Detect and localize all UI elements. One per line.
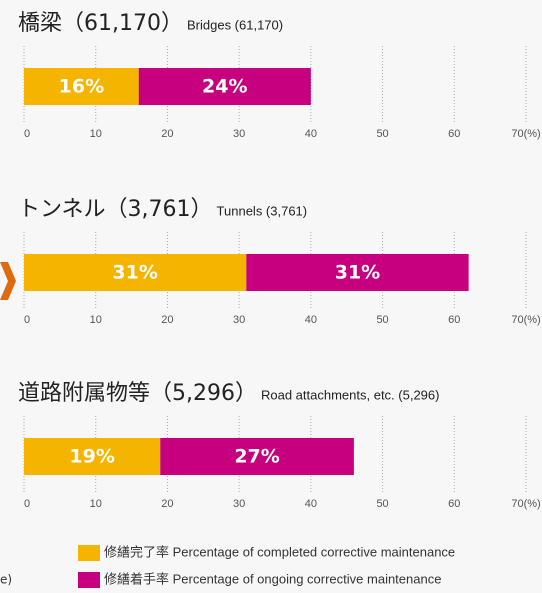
x-tick-label: 30: [233, 498, 245, 510]
value-label: 24%: [202, 76, 247, 98]
bar-segment: [24, 68, 139, 105]
chart-subtitle: Bridges (61,170): [187, 17, 283, 32]
x-tick-label: 30: [233, 314, 245, 326]
value-label: 31%: [112, 262, 157, 284]
bar-segment: [160, 438, 354, 475]
bar-segment: [24, 254, 247, 291]
x-tick-label: 10: [90, 498, 102, 510]
x-tick-label: 50: [376, 314, 388, 326]
x-tick-label: 60: [448, 498, 460, 510]
x-tick-label: 60: [448, 128, 460, 140]
chart-title: 橋梁（61,170）: [18, 11, 183, 36]
bar-segment: [246, 254, 469, 291]
legend-label: 修繕完了率 Percentage of completed corrective…: [104, 544, 455, 559]
x-tick-label: 40: [305, 314, 317, 326]
bar-segment: [138, 68, 311, 105]
x-tick-label: 40: [305, 498, 317, 510]
chart-subtitle: Road attachments, etc. (5,296): [261, 387, 439, 402]
x-tick-label: 20: [161, 128, 173, 140]
arrow-marker: [0, 262, 16, 300]
legend-swatch: [78, 572, 100, 588]
value-label: 27%: [234, 446, 279, 468]
x-tick-label: 60: [448, 314, 460, 326]
legend-swatch: [78, 545, 100, 561]
x-tick-label: 20: [161, 498, 173, 510]
x-tick-label: 10: [90, 128, 102, 140]
value-label: 19%: [69, 446, 114, 468]
x-tick-label: 50: [376, 128, 388, 140]
x-tick-label: 70(%): [511, 498, 540, 510]
legend-label: 修繕着手率 Percentage of ongoing corrective m…: [104, 571, 441, 586]
bar-segment: [24, 438, 161, 475]
side-note: e): [0, 573, 12, 587]
chart-title: トンネル（3,761）: [18, 197, 213, 222]
chart-subtitle: Tunnels (3,761): [217, 203, 308, 218]
x-tick-label: 0: [24, 314, 30, 326]
value-label: 16%: [59, 76, 104, 98]
x-tick-label: 0: [24, 498, 30, 510]
x-tick-label: 40: [305, 128, 317, 140]
chart-title: 道路附属物等（5,296）: [18, 381, 257, 406]
x-tick-label: 70(%): [511, 128, 540, 140]
x-tick-label: 70(%): [511, 314, 540, 326]
x-tick-label: 50: [376, 498, 388, 510]
x-tick-label: 0: [24, 128, 30, 140]
x-tick-label: 30: [233, 128, 245, 140]
x-tick-label: 10: [90, 314, 102, 326]
value-label: 31%: [335, 262, 380, 284]
x-tick-label: 20: [161, 314, 173, 326]
